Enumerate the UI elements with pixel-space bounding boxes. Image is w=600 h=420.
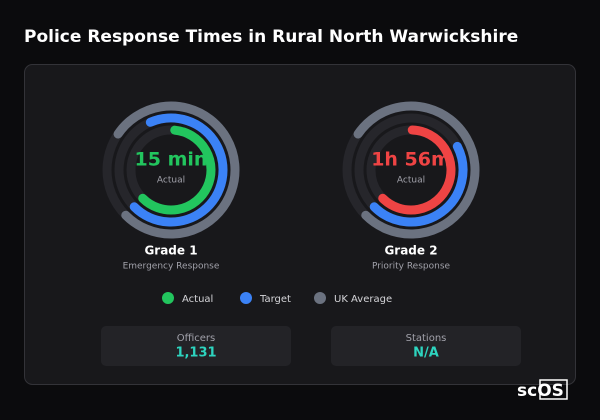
gauge-value: 15 min — [135, 149, 208, 171]
gauge-arc — [353, 101, 480, 239]
gauge-caption: Actual — [157, 176, 185, 186]
gauge-arc — [113, 101, 240, 239]
gauge-name: Grade 2 — [384, 244, 437, 258]
gauge-arc — [138, 125, 216, 215]
legend-label: UK Average — [334, 294, 392, 305]
gauge-arc — [378, 125, 456, 215]
title: Police Response Times in Rural North War… — [24, 27, 518, 47]
gauge-value: 1h 56m — [371, 149, 451, 171]
gauge-name: Grade 1 — [144, 244, 197, 258]
legend-dot — [240, 292, 252, 304]
stat-value: 1,131 — [175, 346, 216, 361]
stat-label: Stations — [406, 333, 447, 344]
stat-label: Officers — [177, 333, 216, 344]
legend-label: Target — [259, 294, 291, 305]
stat-box — [331, 326, 521, 366]
logo-box — [539, 379, 568, 400]
legend-dot — [314, 292, 326, 304]
legend-label: Actual — [182, 294, 213, 305]
gauge-subtitle: Priority Response — [372, 262, 451, 272]
gauge-caption: Actual — [397, 176, 425, 186]
stat-value: N/A — [413, 346, 439, 361]
stat-box — [101, 326, 291, 366]
gauge-arc — [129, 113, 228, 227]
gauge-subtitle: Emergency Response — [123, 262, 220, 272]
legend-dot — [162, 292, 174, 304]
gauge-arc — [369, 141, 468, 227]
logo: scOS — [517, 381, 564, 401]
